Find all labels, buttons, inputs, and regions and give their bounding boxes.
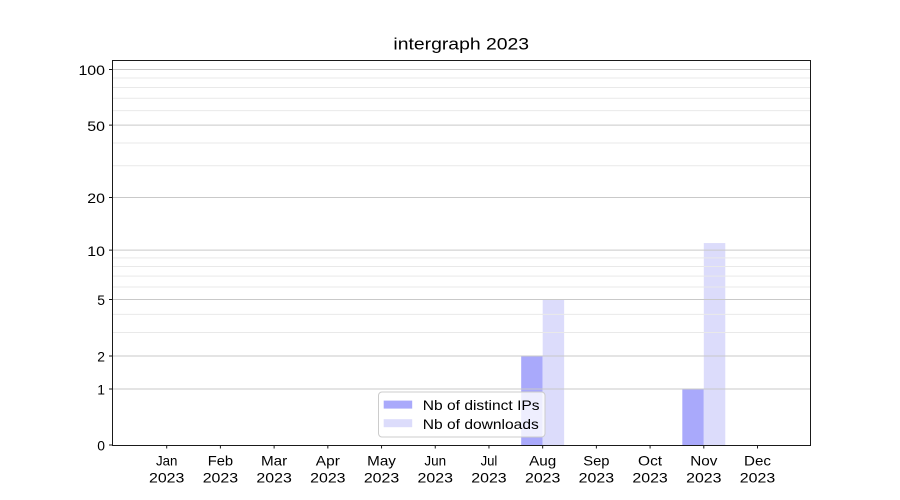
svg-text:1: 1: [97, 382, 105, 398]
svg-text:2023: 2023: [686, 469, 722, 485]
svg-text:5: 5: [97, 292, 105, 308]
svg-text:20: 20: [87, 190, 105, 206]
svg-text:2023: 2023: [364, 469, 400, 485]
svg-text:Jul: Jul: [481, 453, 498, 469]
svg-text:Nov: Nov: [690, 453, 717, 469]
svg-text:Mar: Mar: [261, 453, 288, 469]
svg-text:10: 10: [87, 243, 105, 259]
svg-text:2023: 2023: [525, 469, 561, 485]
svg-text:2: 2: [97, 349, 105, 365]
svg-text:Oct: Oct: [638, 453, 662, 469]
svg-text:2023: 2023: [203, 469, 239, 485]
svg-text:2023: 2023: [471, 469, 507, 485]
svg-text:Apr: Apr: [316, 453, 340, 469]
svg-text:Nb of distinct IPs: Nb of distinct IPs: [423, 397, 540, 413]
svg-text:2023: 2023: [149, 469, 185, 485]
svg-text:Jan: Jan: [156, 453, 177, 469]
svg-text:100: 100: [78, 62, 105, 78]
svg-text:0: 0: [97, 438, 105, 454]
svg-text:May: May: [367, 453, 396, 469]
svg-text:2023: 2023: [256, 469, 292, 485]
svg-text:50: 50: [87, 118, 105, 134]
svg-text:Aug: Aug: [529, 453, 556, 469]
svg-text:Dec: Dec: [744, 453, 771, 469]
svg-text:intergraph 2023: intergraph 2023: [393, 34, 529, 53]
svg-text:2023: 2023: [310, 469, 346, 485]
svg-text:2023: 2023: [740, 469, 776, 485]
svg-text:2023: 2023: [632, 469, 668, 485]
svg-text:Jun: Jun: [424, 453, 446, 469]
svg-text:Feb: Feb: [208, 453, 234, 469]
svg-text:Nb of downloads: Nb of downloads: [423, 416, 539, 432]
svg-text:2023: 2023: [418, 469, 454, 485]
svg-text:Sep: Sep: [583, 453, 610, 469]
svg-text:2023: 2023: [579, 469, 615, 485]
